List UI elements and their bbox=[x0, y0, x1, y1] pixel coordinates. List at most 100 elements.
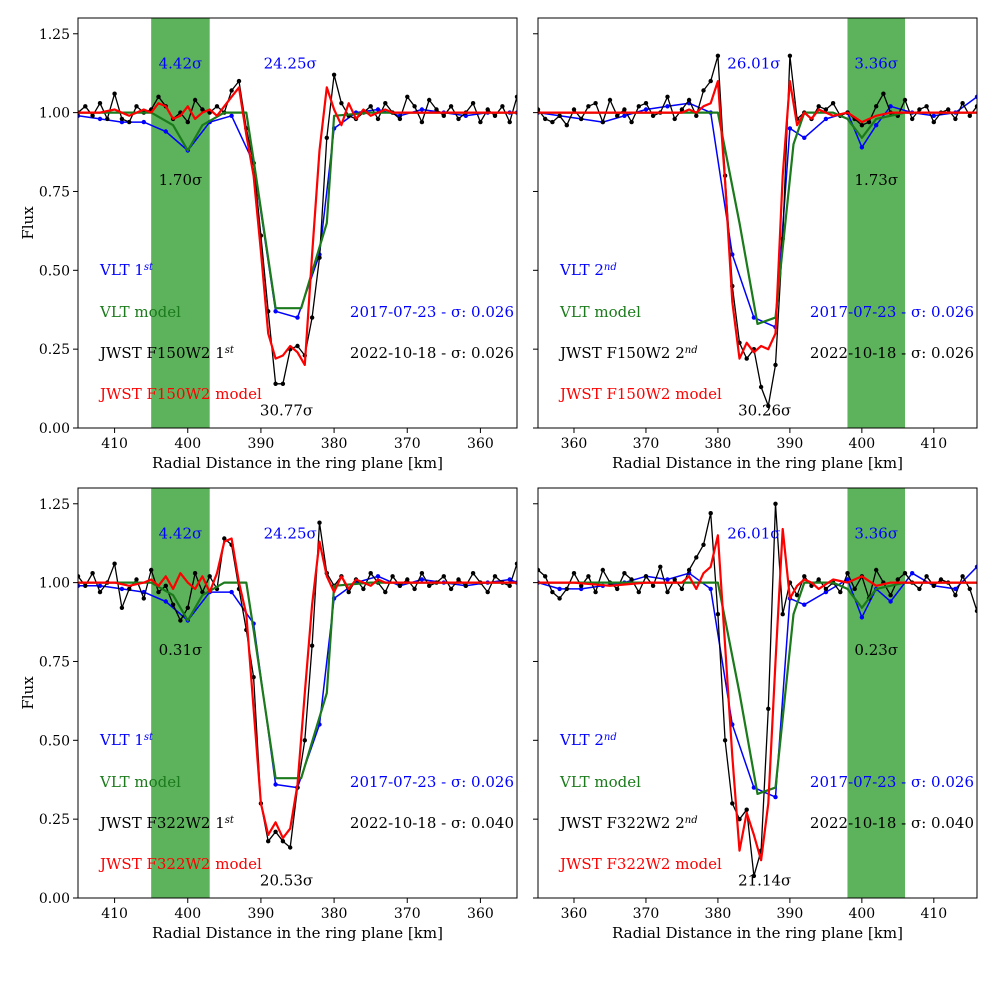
plot-area bbox=[538, 501, 977, 879]
data-point bbox=[397, 583, 403, 588]
data-point bbox=[419, 577, 425, 582]
data-point bbox=[874, 104, 879, 109]
data-point bbox=[679, 586, 685, 592]
data-point bbox=[507, 119, 512, 125]
data-point bbox=[178, 618, 183, 623]
x-tick-label: 400 bbox=[174, 906, 201, 922]
data-point bbox=[787, 53, 793, 58]
sigma-annotation: 24.25σ bbox=[264, 524, 317, 542]
data-point bbox=[78, 574, 81, 579]
data-point bbox=[134, 577, 139, 582]
data-point bbox=[419, 571, 425, 576]
legend-entry: JWST F150W2 1st bbox=[98, 344, 235, 362]
series-line-vlt-data bbox=[538, 96, 977, 328]
data-point bbox=[874, 567, 879, 573]
shaded-band bbox=[847, 488, 906, 898]
data-point bbox=[701, 88, 706, 93]
axes-frame bbox=[537, 17, 978, 429]
x-axis-label: Radial Distance in the ring plane [km] bbox=[612, 924, 903, 942]
sigma-note: 2022-10-18 - σ: 0.040 bbox=[350, 814, 514, 832]
data-point bbox=[375, 107, 381, 112]
data-point bbox=[280, 381, 286, 386]
plot-area bbox=[538, 53, 977, 409]
series-line-vlt-data bbox=[78, 575, 517, 789]
data-point bbox=[441, 113, 446, 119]
data-point bbox=[207, 574, 212, 579]
data-point bbox=[622, 107, 627, 112]
data-point bbox=[434, 107, 439, 112]
x-tick-label: 380 bbox=[321, 436, 348, 452]
x-tick-label: 390 bbox=[777, 436, 804, 452]
x-tick-label: 400 bbox=[174, 436, 201, 452]
data-point bbox=[273, 309, 278, 314]
sigma-annotation: 21.14σ bbox=[738, 871, 791, 889]
x-tick-label: 360 bbox=[467, 906, 494, 922]
y-axis-label: Flux bbox=[19, 206, 37, 240]
series-line-vlt-model bbox=[78, 581, 517, 780]
data-point bbox=[339, 101, 344, 106]
y-axis-label: Flux bbox=[19, 676, 37, 710]
data-point bbox=[500, 104, 505, 109]
axes-frame bbox=[77, 17, 518, 429]
data-point bbox=[550, 119, 555, 125]
data-point bbox=[758, 384, 764, 390]
data-point bbox=[629, 577, 634, 582]
sigma-annotation: 24.25σ bbox=[264, 54, 317, 72]
data-point bbox=[780, 612, 785, 617]
data-point bbox=[917, 107, 922, 112]
data-point bbox=[557, 596, 562, 601]
shaded-band bbox=[151, 488, 210, 898]
data-point bbox=[119, 605, 125, 610]
data-point bbox=[375, 574, 381, 579]
data-point bbox=[236, 78, 242, 84]
sigma-annotation: 1.70σ bbox=[159, 171, 203, 189]
data-point bbox=[823, 586, 829, 592]
data-point bbox=[538, 567, 541, 573]
data-point bbox=[859, 145, 865, 150]
data-point bbox=[97, 101, 103, 106]
data-point bbox=[112, 91, 117, 96]
data-point bbox=[679, 107, 685, 112]
data-point bbox=[794, 593, 800, 598]
data-point bbox=[383, 101, 388, 106]
panel-bottom-right: 26.01σ 3.36σ 0.23σ 21.14σ VLT 2nd VLT model JW… bbox=[533, 487, 978, 942]
y-tick-label: 1.25 bbox=[39, 497, 70, 513]
data-point bbox=[514, 94, 517, 99]
data-point bbox=[607, 97, 613, 103]
series-line-jwst-data bbox=[538, 55, 977, 407]
sigma-annotation: 4.42σ bbox=[159, 524, 203, 542]
data-point bbox=[902, 97, 908, 103]
data-point bbox=[600, 119, 605, 125]
data-point bbox=[375, 116, 381, 122]
data-point bbox=[931, 119, 936, 125]
data-point bbox=[636, 104, 641, 109]
axes-frame bbox=[537, 487, 978, 899]
sigma-note: 2017-07-23 - σ: 0.026 bbox=[810, 303, 974, 321]
data-point bbox=[744, 807, 749, 812]
x-tick-label: 410 bbox=[920, 436, 947, 452]
data-point bbox=[309, 315, 315, 320]
data-point bbox=[273, 381, 278, 386]
data-point bbox=[708, 511, 713, 516]
data-point bbox=[463, 113, 468, 119]
x-tick-label: 380 bbox=[321, 906, 348, 922]
data-point bbox=[643, 101, 649, 106]
data-point bbox=[773, 362, 778, 368]
data-point bbox=[295, 343, 300, 349]
data-point bbox=[902, 571, 908, 576]
data-point bbox=[309, 643, 315, 648]
x-axis-label: Radial Distance in the ring plane [km] bbox=[152, 924, 443, 942]
x-tick-label: 390 bbox=[248, 436, 275, 452]
data-point bbox=[251, 675, 256, 680]
x-axis-label: Radial Distance in the ring plane [km] bbox=[152, 454, 443, 472]
data-point bbox=[931, 583, 936, 588]
data-point bbox=[470, 101, 476, 106]
data-point bbox=[615, 586, 620, 592]
data-point bbox=[478, 119, 483, 125]
data-point bbox=[665, 589, 670, 595]
sigma-note: 2022-10-18 - σ: 0.026 bbox=[810, 344, 974, 362]
series-line-jwst-model bbox=[538, 79, 977, 360]
data-point bbox=[672, 577, 677, 582]
data-point bbox=[397, 116, 403, 122]
